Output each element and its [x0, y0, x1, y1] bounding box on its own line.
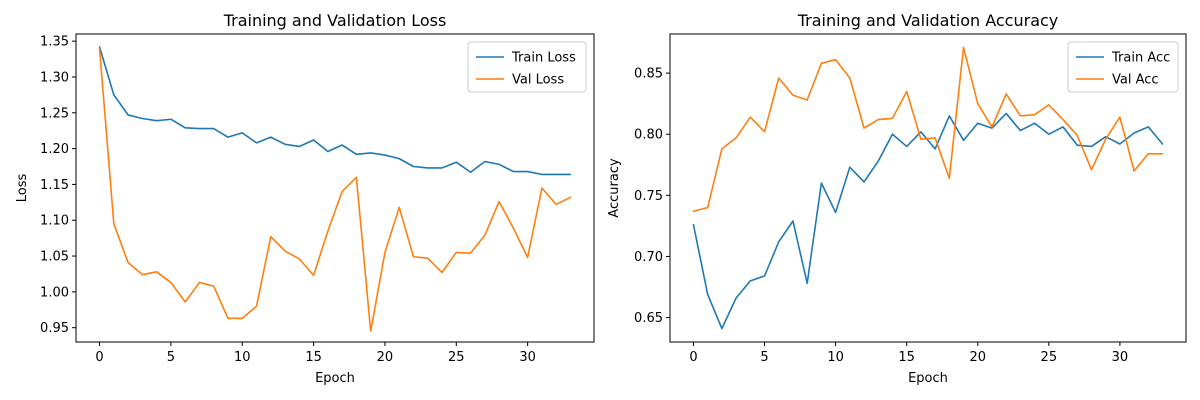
series-line-train-loss [98, 46, 572, 176]
series-line-val-loss [98, 47, 572, 333]
legend-label-val-acc: Val Acc [1112, 73, 1159, 88]
x-tick-label: 30 [519, 350, 536, 365]
x-tick-label: 20 [377, 350, 394, 365]
x-tick-label: 20 [969, 350, 986, 365]
y-axis-title: Accuracy [607, 158, 622, 218]
x-axis-title: Epoch [908, 371, 948, 386]
y-tick-label: 0.95 [40, 321, 69, 336]
legend: Train Loss Val Loss [467, 41, 587, 93]
x-tick-label: 0 [689, 350, 697, 365]
series-line-train-acc [692, 112, 1164, 330]
y-tick-label: 0.70 [634, 250, 663, 265]
y-tick-label: 0.80 [634, 128, 663, 143]
x-tick-label: 30 [1112, 350, 1129, 365]
x-tick-label: 10 [234, 350, 251, 365]
plot-area [669, 33, 1187, 343]
x-tick-label: 25 [448, 350, 465, 365]
x-tick-label: 5 [760, 350, 768, 365]
y-tick-label: 0.75 [634, 189, 663, 204]
legend: Train Acc Val Acc [1067, 41, 1179, 93]
legend-label-train-acc: Train Acc [1111, 51, 1170, 66]
y-tick-label: 1.20 [40, 142, 69, 157]
y-tick-label: 1.00 [40, 285, 69, 300]
loss-chart: Training and Validation Loss 0 5 10 15 20 25 30… [15, 11, 595, 386]
x-tick-label: 0 [95, 350, 103, 365]
x-tick-label: 15 [898, 350, 915, 365]
x-tick-label: 25 [1041, 350, 1058, 365]
chart-title: Training and Validation Loss [223, 11, 447, 30]
x-axis-title: Epoch [315, 371, 355, 386]
y-tick-label: 1.15 [40, 178, 69, 193]
x-tick-label: 15 [305, 350, 322, 365]
legend-label-val-loss: Val Loss [512, 73, 564, 88]
accuracy-chart: Training and Validation Accuracy 0 5 10 15 20… [607, 11, 1187, 386]
series-line-val-acc [692, 46, 1164, 213]
plot-area [75, 33, 595, 343]
y-tick-label: 1.30 [40, 70, 69, 85]
chart-title: Training and Validation Accuracy [797, 11, 1059, 30]
y-tick-label: 1.05 [40, 250, 69, 265]
x-tick-label: 5 [167, 350, 175, 365]
y-axis-title: Loss [15, 174, 30, 203]
y-tick-label: 1.10 [40, 214, 69, 229]
legend-label-train-loss: Train Loss [511, 51, 576, 66]
x-tick-label: 10 [827, 350, 844, 365]
y-tick-label: 1.35 [40, 35, 69, 50]
y-tick-label: 0.65 [634, 311, 663, 326]
y-tick-label: 0.85 [634, 67, 663, 82]
y-tick-label: 1.25 [40, 106, 69, 121]
